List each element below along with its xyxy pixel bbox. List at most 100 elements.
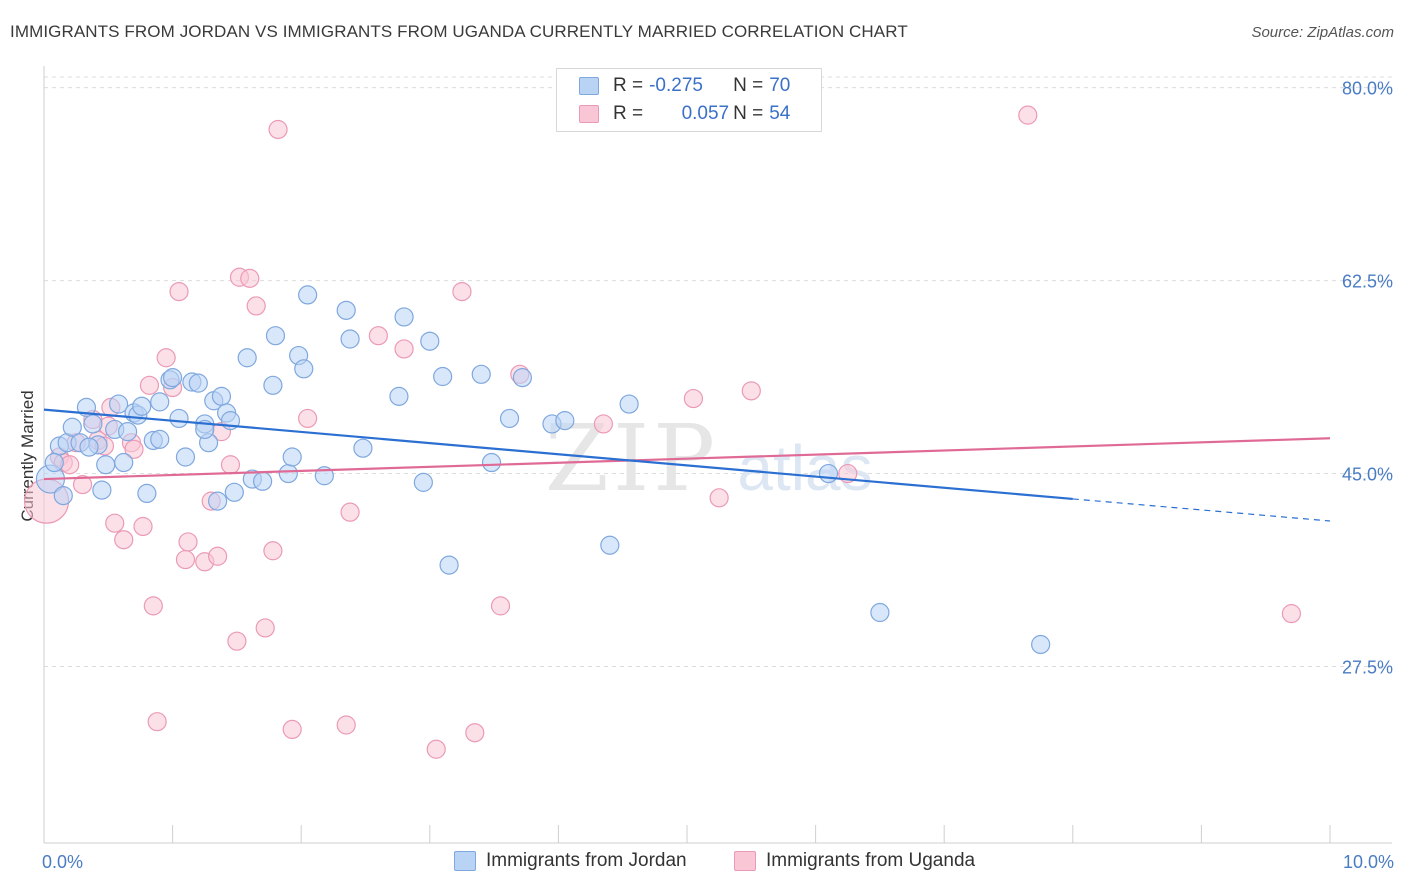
jordan-point [265,326,286,346]
jordan-point [870,602,890,623]
axes [43,66,1392,844]
jordan-point [114,452,134,473]
uganda-point [709,488,729,508]
series-legend: Immigrants from Jordan Immigrants from U… [0,850,1406,878]
jordan-trend-extension [1072,498,1331,522]
uganda-point [336,715,356,735]
legend-n-label: N = [733,103,764,124]
series-legend-swatch-uganda [734,851,756,871]
uganda-point [268,119,288,140]
uganda-point [340,502,360,522]
correlation-legend: R = -0.275 N = 70 R = 0.057 N = 54 [556,68,822,132]
legend-r-label: R = [613,75,644,96]
uganda-point [143,596,163,616]
jordan-point [108,394,129,414]
jordan-point [439,555,459,575]
uganda-point [72,474,93,495]
jordan-point [53,486,73,506]
jordan-point [394,307,414,327]
uganda-point [490,596,511,616]
jordan-point [512,368,532,388]
jordan-point [83,414,103,434]
uganda-point [133,516,153,537]
jordan-point [211,386,232,406]
legend-row-uganda: R = 0.057 N = 54 [579,101,790,127]
uganda-point [1018,105,1038,125]
jordan-point [253,471,273,491]
legend-n-value: 70 [769,75,791,96]
jordan-point [433,366,453,387]
jordan-point [353,438,373,458]
series-uganda-points [23,105,1302,759]
uganda-point [465,723,485,743]
uganda-point [114,530,134,550]
jordan-point [278,463,298,484]
jordan-point [150,429,170,449]
jordan-point [481,452,502,473]
y-tick-label: 80.0% [1342,79,1393,99]
legend-r-value: 0.057 [681,103,730,124]
uganda-point [169,281,189,302]
uganda-point [263,541,283,561]
jordan-point [294,359,314,379]
y-tick-labels: 27.5% 45.0% 62.5% 80.0% [1342,79,1393,678]
jordan-point [117,422,138,442]
jordan-point [619,394,639,414]
jordan-point [92,480,112,500]
series-legend-uganda: Immigrants from Uganda [734,850,975,872]
series-jordan-points [35,285,1051,655]
jordan-point [389,386,409,406]
jordan-point [340,329,360,349]
jordan-point [413,472,433,492]
uganda-point [255,618,275,638]
uganda-point [220,455,241,475]
legend-n-value: 54 [769,103,791,124]
uganda-point [1281,604,1302,624]
uganda-point [593,414,614,434]
jordan-point [62,417,82,437]
jordan-point [237,348,257,368]
uganda-point [124,439,144,459]
uganda-point [368,326,388,346]
series-legend-label-jordan: Immigrants from Jordan [486,850,687,871]
source-credit: Source: ZipAtlas.com [1251,24,1394,41]
jordan-point [224,482,244,502]
legend-swatch-jordan [579,77,599,95]
jordan-point [818,463,839,484]
legend-n-label: N = [733,75,764,96]
uganda-point [105,513,125,533]
jordan-point [44,452,64,473]
series-legend-swatch-jordan [454,851,476,871]
legend-r-value: -0.275 [649,75,703,96]
gridlines [44,76,1392,668]
jordan-point [163,368,183,388]
chart-title: IMMIGRANTS FROM JORDAN VS IMMIGRANTS FRO… [10,22,908,41]
jordan-point [96,455,116,475]
uganda-trend-line [43,437,1331,481]
uganda-point [156,348,176,368]
uganda-point [139,375,160,395]
jordan-point [499,408,520,429]
series-legend-jordan: Immigrants from Jordan [454,850,687,872]
jordan-trend-line [43,408,1073,501]
jordan-point [555,411,575,431]
uganda-point [246,296,266,316]
y-tick-label: 27.5% [1342,658,1393,678]
series-legend-label-uganda: Immigrants from Uganda [766,850,976,871]
jordan-point [208,491,228,511]
jordan-point [188,373,208,393]
jordan-point [79,437,99,457]
x-tick-label-min: 0.0% [42,852,84,872]
jordan-point [132,396,152,416]
jordan-point [175,447,196,467]
jordan-point [336,300,356,320]
jordan-point [169,408,189,429]
uganda-point [178,532,198,552]
y-tick-label: 45.0% [1342,465,1393,485]
uganda-point [426,739,446,759]
jordan-point [298,285,318,305]
uganda-point [298,408,318,429]
uganda-point [175,549,196,570]
jordan-point [150,392,170,412]
